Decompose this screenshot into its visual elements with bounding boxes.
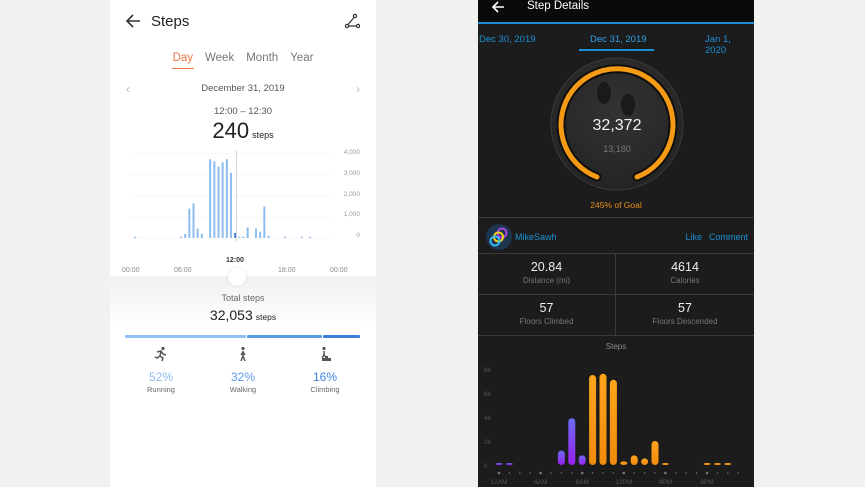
climbing-segment xyxy=(322,335,360,338)
step-goal-ring: 32,372 13,180 xyxy=(550,57,684,191)
svg-text:4PM: 4PM xyxy=(659,479,672,486)
selected-date-indicator xyxy=(579,49,654,51)
chart-title: Steps xyxy=(605,342,627,351)
x-tick: 06:00 xyxy=(174,267,192,274)
total-steps-label: Total steps xyxy=(221,293,265,303)
y-tick: 3,000 xyxy=(343,170,360,177)
page-title: Steps xyxy=(151,13,190,30)
tab-week[interactable]: Week xyxy=(205,52,235,64)
activity-running: 52% Running xyxy=(126,346,196,394)
social-row: MikeSawh Like Comment xyxy=(478,223,754,253)
stat-floors-climbed: 57 Floors Climbed xyxy=(478,295,616,336)
like-button[interactable]: Like xyxy=(685,232,702,242)
stat-distance: 20.84 Distance (mi) xyxy=(478,254,616,295)
activity-walking: 32% Walking xyxy=(208,346,278,394)
svg-text:6K: 6K xyxy=(484,392,491,398)
chevron-right-icon[interactable]: › xyxy=(356,82,360,96)
date-navigator: ‹ December 31, 2019 › xyxy=(110,82,376,97)
share-icon[interactable] xyxy=(344,13,360,29)
header: Steps xyxy=(110,0,376,44)
hourly-steps-chart[interactable]: 0 2K 4K 6K 8K 12AM 4AM 8AM 12PM 4PM 8PM xyxy=(478,355,754,487)
current-date: December 31, 2019 xyxy=(201,83,285,94)
svg-text:4AM: 4AM xyxy=(534,479,547,486)
footprints-icon xyxy=(597,82,635,116)
selected-steps: 240 steps xyxy=(212,118,274,143)
chevron-left-icon[interactable]: ‹ xyxy=(126,82,130,96)
x-tick: 00:00 xyxy=(122,267,140,274)
tab-day[interactable]: Day xyxy=(171,51,195,69)
selection-line xyxy=(236,150,237,242)
svg-text:8PM: 8PM xyxy=(700,479,713,486)
date-carousel: Dec 30, 2019 Dec 31, 2019 Jan 1, 2020 xyxy=(478,26,754,56)
svg-text:2K: 2K xyxy=(484,440,491,446)
climbing-icon xyxy=(319,346,331,361)
header: Step Details xyxy=(478,0,754,24)
x-tick: 00:00 xyxy=(330,267,348,274)
stat-floors-descended: 57 Floors Descended xyxy=(616,295,754,336)
total-steps-value: 32,053 steps xyxy=(209,307,277,323)
activity-climbing: 16% Climbing xyxy=(290,346,360,394)
tab-year[interactable]: Year xyxy=(290,52,314,64)
svg-text:4K: 4K xyxy=(484,416,491,422)
y-tick: 0 xyxy=(356,232,360,239)
y-tick: 4,000 xyxy=(343,149,360,156)
arrow-left-icon[interactable] xyxy=(124,12,142,30)
selected-range: 12:00 – 12:30 xyxy=(213,106,273,117)
scrubber-band xyxy=(110,276,376,326)
running-icon xyxy=(154,346,167,362)
svg-text:8AM: 8AM xyxy=(576,479,589,486)
tab-month[interactable]: Month xyxy=(246,52,279,64)
running-segment xyxy=(125,335,247,338)
period-tabs: Day Week Month Year xyxy=(110,51,376,69)
comment-button[interactable]: Comment xyxy=(708,232,748,242)
goal-percent: 245% of Goal xyxy=(590,200,642,210)
arrow-left-icon[interactable] xyxy=(491,0,505,14)
date-next[interactable]: Jan 1, 2020 xyxy=(705,34,731,56)
scrubber-handle[interactable] xyxy=(228,268,246,286)
date-prev[interactable]: Dec 30, 2019 xyxy=(479,34,536,45)
avatar[interactable] xyxy=(486,224,512,250)
walking-segment xyxy=(247,335,322,338)
activity-list: 52% Running 32% Walking 16% Climbing xyxy=(120,346,366,394)
svg-text:8K: 8K xyxy=(484,368,491,374)
activity-breakdown-bar xyxy=(125,335,360,338)
page-title: Step Details xyxy=(527,0,590,12)
divider xyxy=(478,217,754,218)
svg-text:12PM: 12PM xyxy=(615,479,632,486)
x-tick: 18:00 xyxy=(278,267,296,274)
rings-logo-icon xyxy=(489,227,508,247)
y-tick: 1,000 xyxy=(343,211,360,218)
y-tick: 2,000 xyxy=(343,191,360,198)
huawei-health-screen: Steps Day Week Month Year ‹ December 31,… xyxy=(110,0,376,487)
divider xyxy=(478,253,754,254)
date-current[interactable]: Dec 31, 2019 xyxy=(590,34,647,45)
steps-bar-chart[interactable] xyxy=(120,150,356,242)
garmin-connect-screen: Step Details Dec 30, 2019 Dec 31, 2019 J… xyxy=(478,0,754,487)
svg-text:12AM: 12AM xyxy=(491,479,508,486)
svg-text:32,372: 32,372 xyxy=(593,117,642,134)
selected-time-label: 12:00 xyxy=(226,257,244,264)
stats-grid: 20.84 Distance (mi) 4614 Calories 57 Floors… xyxy=(478,254,754,336)
svg-text:0: 0 xyxy=(484,464,488,470)
walking-icon xyxy=(240,346,246,362)
stat-calories: 4614 Calories xyxy=(616,254,754,295)
svg-text:13,180: 13,180 xyxy=(603,144,631,154)
username-link[interactable]: MikeSawh xyxy=(515,232,557,242)
